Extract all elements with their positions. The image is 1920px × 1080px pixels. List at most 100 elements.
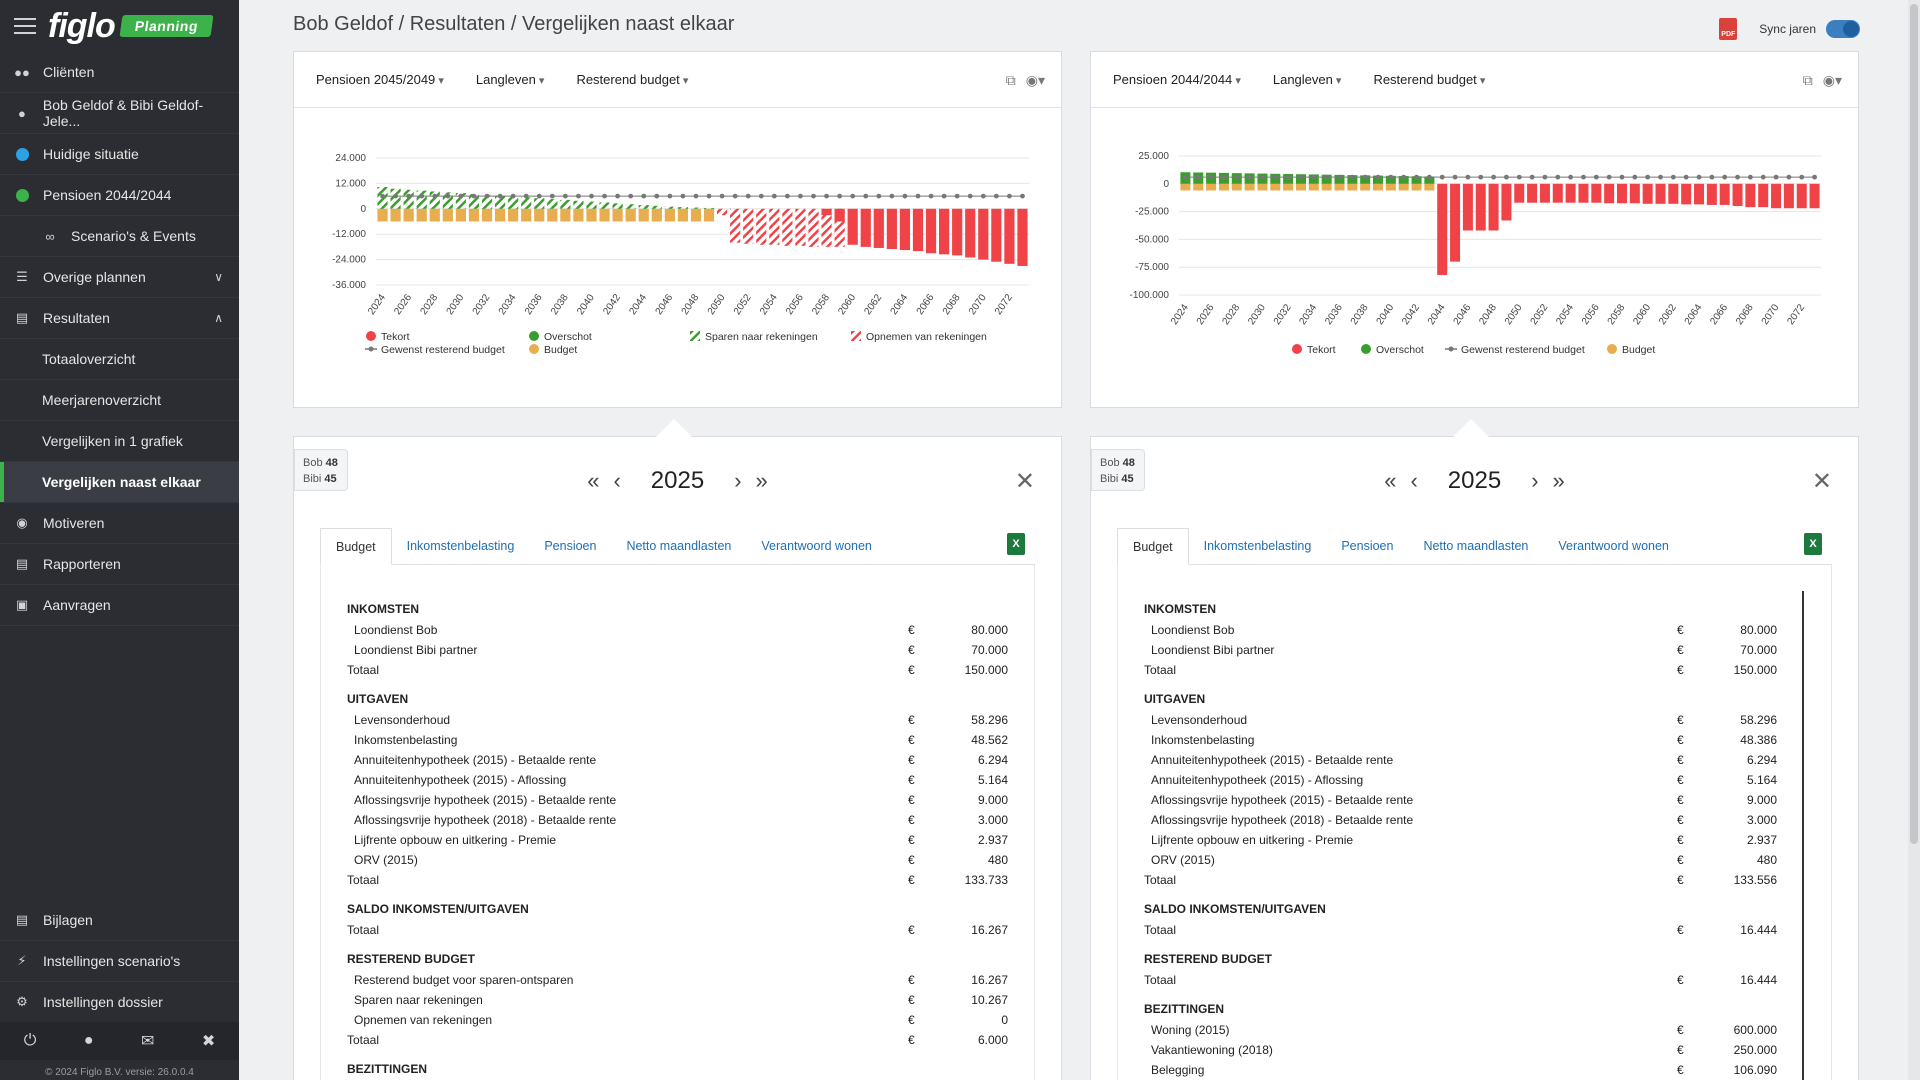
sparen-bar	[481, 194, 493, 209]
excel-icon[interactable]: X	[1804, 533, 1822, 555]
left-variant-dropdown[interactable]: Langleven	[476, 72, 545, 87]
gewenst-point	[576, 193, 581, 199]
sidebar-item-vergelijken-naast-elkaar[interactable]: Vergelijken naast elkaar	[0, 462, 239, 503]
first-year-icon[interactable]: «	[587, 468, 600, 493]
sidebar-item-overige-plannen[interactable]: ☰ Overige plannen ∨	[0, 257, 239, 298]
tekort-bar	[1017, 208, 1028, 266]
tab-netto-maandlasten[interactable]: Netto maandlasten	[626, 539, 732, 553]
table-row: Lijfrente opbouw en uitkering - Premie €2…	[1144, 830, 1777, 850]
sidebar-item-clienten[interactable]: ●● Cliënten	[0, 52, 239, 93]
budget-bar	[1244, 183, 1255, 191]
sidebar-item-pensioen[interactable]: Pensioen 2044/2044	[0, 175, 239, 216]
mail-icon[interactable]: ✉	[140, 1033, 155, 1050]
tab-verantwoord-wonen[interactable]: Verantwoord wonen	[1558, 539, 1669, 553]
right-scenario-dropdown[interactable]: Pensioen 2044/2044	[1113, 72, 1241, 87]
close-icon[interactable]: ✕	[1014, 468, 1035, 495]
tab-pensioen[interactable]: Pensioen	[544, 539, 597, 553]
budget-bar	[1424, 183, 1435, 191]
tekort-bar	[860, 208, 871, 247]
right-variant-dropdown[interactable]: Langleven	[1273, 72, 1342, 87]
gewenst-point	[510, 193, 516, 199]
sync-toggle[interactable]	[1826, 20, 1860, 38]
prev-year-icon[interactable]: ‹	[1410, 468, 1418, 493]
close-icon[interactable]: ✕	[1811, 468, 1832, 495]
x-tick-label: 2050	[1503, 302, 1525, 327]
sidebar-item-meerjarenoverzicht[interactable]: Meerjarenoverzicht	[0, 380, 239, 421]
sidebar-item-motiveren[interactable]: ◉ Motiveren	[0, 503, 239, 544]
page-scrollbar-thumb[interactable]	[1910, 4, 1918, 844]
opnemen-bar	[730, 208, 741, 243]
scrollbar[interactable]	[1802, 591, 1804, 1080]
gewenst-point	[1773, 174, 1779, 180]
next-year-icon[interactable]: ›	[734, 468, 742, 493]
currency-symbol: €	[1677, 923, 1684, 937]
y-tick-label: 0	[360, 204, 366, 215]
tab-pensioen[interactable]: Pensioen	[1341, 539, 1394, 553]
sidebar-item-instellingen-dossier[interactable]: ⚙ Instellingen dossier	[0, 982, 239, 1023]
budget-bar	[403, 208, 414, 222]
sidebar-item-label: Vergelijken in 1 grafiek	[42, 433, 183, 449]
row-label: Totaal	[347, 1033, 380, 1047]
last-year-icon[interactable]: »	[1552, 468, 1565, 493]
tab-inkomstenbelasting[interactable]: Inkomstenbelasting	[1203, 539, 1312, 553]
hamburger-menu-icon[interactable]	[14, 18, 36, 34]
sidebar-item-label: Resultaten	[43, 310, 110, 326]
row-label: Belegging	[1151, 1063, 1205, 1077]
sidebar-item-bijlagen[interactable]: ▤ Bijlagen	[0, 900, 239, 941]
gewenst-point	[406, 193, 412, 199]
tab-budget[interactable]: Budget	[320, 528, 392, 565]
pdf-icon[interactable]: PDF	[1719, 18, 1738, 40]
sidebar-item-vergelijken-1-grafiek[interactable]: Vergelijken in 1 grafiek	[0, 421, 239, 462]
first-year-icon[interactable]: «	[1384, 468, 1397, 493]
sidebar-item-client[interactable]: ● Bob Geldof & Bibi Geldof-Jele...	[0, 93, 239, 134]
x-tick-label: 2044	[627, 292, 649, 317]
gewenst-point	[1183, 174, 1188, 180]
right-metric-dropdown[interactable]: Resterend budget	[1373, 72, 1485, 87]
sidebar-item-label: Instellingen dossier	[43, 994, 163, 1010]
legend-label: Overschot	[544, 331, 592, 343]
x-tick-label: 2052	[1529, 302, 1551, 327]
tab-budget[interactable]: Budget	[1117, 528, 1189, 565]
x-tick-label: 2060	[836, 292, 858, 317]
sidebar-item-scenarios[interactable]: ∞ Scenario's & Events	[0, 216, 239, 257]
prev-year-icon[interactable]: ‹	[613, 468, 621, 493]
power-icon[interactable]: ⏻	[23, 1032, 37, 1049]
sparen-bar	[703, 207, 715, 209]
row-value: 2.937	[977, 833, 1008, 847]
eye-icon[interactable]: ◉▾	[1025, 72, 1045, 88]
budget-bar	[416, 208, 427, 222]
table-row: Loondienst Bibi partner €70.000	[347, 640, 1008, 660]
next-year-icon[interactable]: ›	[1531, 468, 1539, 493]
x-tick-label: 2028	[1220, 302, 1242, 327]
gewenst-point	[1375, 174, 1381, 180]
x-tick-label: 2024	[1169, 302, 1191, 327]
sidebar-item-huidige-situatie[interactable]: Huidige situatie	[0, 134, 239, 175]
gewenst-point	[745, 193, 751, 199]
tab-verantwoord-wonen[interactable]: Verantwoord wonen	[761, 539, 872, 553]
tools-icon[interactable]: ✖	[201, 1033, 216, 1050]
sidebar-item-aanvragen[interactable]: ▣ Aanvragen	[0, 585, 239, 626]
budget-bar	[1257, 183, 1268, 191]
tab-netto-maandlasten[interactable]: Netto maandlasten	[1423, 539, 1529, 553]
sidebar-item-instellingen-scenarios[interactable]: ⚡ Instellingen scenario's	[0, 941, 239, 982]
sidebar-item-resultaten[interactable]: ▤ Resultaten ∧	[0, 298, 239, 339]
gewenst-point	[1786, 174, 1792, 180]
gewenst-point	[1221, 174, 1227, 180]
tekort-bar	[1565, 183, 1576, 203]
gewenst-point	[1234, 174, 1240, 180]
sidebar-item-rapporteren[interactable]: ▤ Rapporteren	[0, 544, 239, 585]
left-scenario-dropdown[interactable]: Pensioen 2045/2049	[316, 72, 444, 87]
last-year-icon[interactable]: »	[755, 468, 768, 493]
user-icon[interactable]: ●	[83, 1032, 94, 1049]
left-metric-dropdown[interactable]: Resterend budget	[576, 72, 688, 87]
x-tick-label: 2060	[1631, 302, 1653, 327]
copy-icon[interactable]: ⧉	[1005, 72, 1016, 88]
row-value: 16.444	[1740, 973, 1777, 987]
tab-inkomstenbelasting[interactable]: Inkomstenbelasting	[406, 539, 515, 553]
eye-icon[interactable]: ◉▾	[1822, 72, 1842, 88]
excel-icon[interactable]: X	[1007, 533, 1025, 555]
sparen-bar	[468, 193, 480, 209]
copy-icon[interactable]: ⧉	[1802, 72, 1813, 88]
sidebar-item-totaaloverzicht[interactable]: Totaaloverzicht	[0, 339, 239, 380]
gewenst-point	[1722, 174, 1728, 180]
